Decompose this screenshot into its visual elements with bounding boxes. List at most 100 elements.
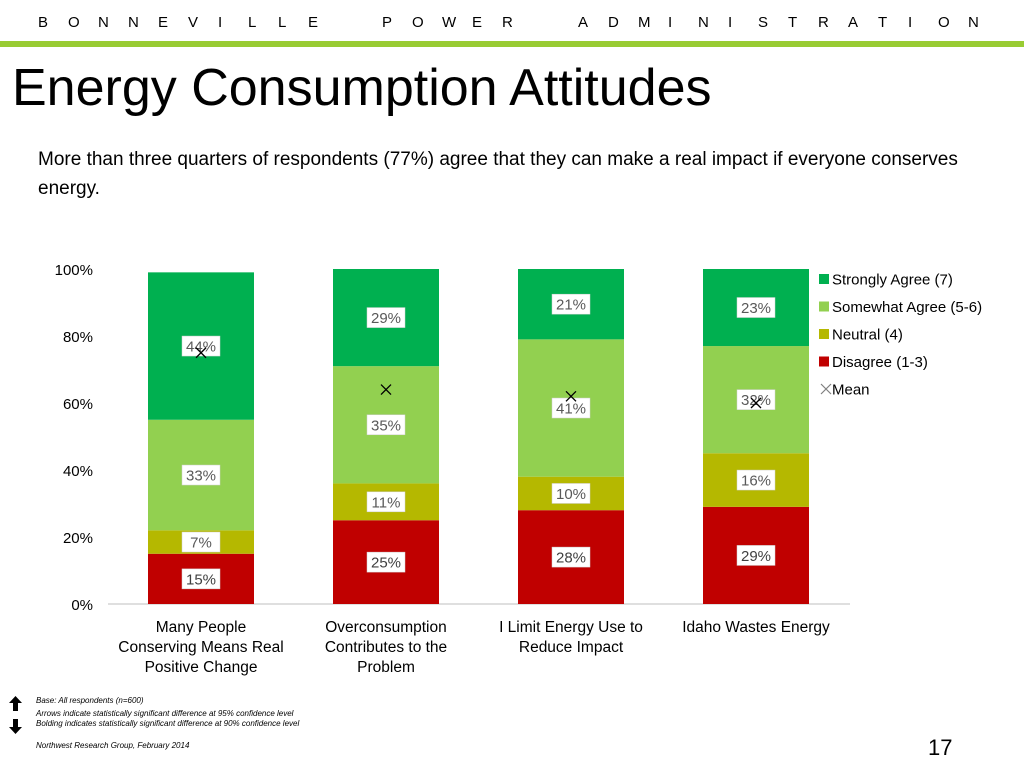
data-label-box [366,414,406,436]
legend-swatch [819,329,829,339]
legend-label: Neutral (4) [832,327,903,344]
arrow-up-icon [9,696,22,711]
org-letter: B [38,14,49,31]
org-letter: M [638,14,651,31]
arrow-down-icon [9,719,22,734]
data-label-box [551,546,591,568]
data-label-box [366,551,406,573]
data-label-box [181,335,221,357]
data-label: 16% [741,473,771,490]
legend-label: Strongly Agree (7) [832,272,953,289]
data-label-box [551,483,591,504]
org-letter: V [188,14,199,31]
legend-label: Disagree (1-3) [832,354,928,371]
org-letter: A [578,14,589,31]
data-label: 15% [186,571,216,588]
x-tick-label: Reduce Impact [519,639,624,656]
org-letter: P [382,14,393,31]
org-letter: N [968,14,979,31]
org-letter: S [758,14,769,31]
org-letter: N [98,14,109,31]
org-letter: I [728,14,733,31]
x-tick-label: Many People [156,619,246,636]
legend-swatch [819,301,829,312]
page-number: 17 [928,735,953,760]
y-tick-label: 20% [63,530,93,547]
data-label-box [736,297,776,318]
data-label-box [181,464,221,486]
data-label: 29% [741,548,771,565]
legend-label: Somewhat Agree (5-6) [832,299,982,316]
stacked-bar-chart: 0% 20% 40% 60% 80% 100% 15% 7% 33% 44% Many People… [55,262,982,676]
mean-marker [565,390,577,402]
org-letter: N [698,14,709,31]
org-letter: A [848,14,859,31]
y-tick-label: 80% [63,329,93,346]
data-label: 32% [741,392,771,409]
mean-marker [380,384,392,396]
legend-mean-icon [820,383,832,395]
org-letter: E [472,14,483,31]
org-letter: L [248,14,257,31]
data-label-box [366,307,406,328]
data-label-box [551,293,591,315]
legend-swatch [819,274,829,284]
data-label: 23% [741,300,771,317]
data-label: 35% [371,417,401,434]
org-letter: T [788,14,798,31]
org-letter: L [278,14,287,31]
data-label: 11% [372,494,401,511]
data-label-box [366,491,406,513]
x-tick-label: Contributes to the [325,639,447,656]
data-label: 44% [186,339,216,356]
x-tick-label: I Limit Energy Use to [499,619,643,636]
base-note: Base: All respondents (n=600) [36,696,144,705]
x-tick-label: Conserving Means Real [118,639,283,656]
data-label-box [736,389,776,410]
data-label-box [551,397,591,419]
data-label-box [181,568,221,590]
data-label: 7% [190,535,212,552]
mean-marker [195,347,207,359]
x-tick-label: Idaho Wastes Energy [682,619,830,636]
org-letter: W [442,14,457,31]
org-letter: E [158,14,169,31]
org-letter: R [502,14,513,31]
x-tick-label: Problem [357,659,415,676]
data-label: 33% [186,468,216,485]
x-tick-label: Positive Change [145,659,258,676]
org-letter: T [878,14,888,31]
org-letter: O [68,14,80,31]
data-label: 10% [556,486,586,503]
legend-swatch [819,356,829,367]
data-label: 25% [371,555,401,572]
data-label: 21% [556,297,586,314]
legend-label: Mean [832,382,870,399]
y-tick-label: 100% [55,262,93,279]
org-letter: I [908,14,913,31]
bolding-note: Bolding indicates statistically signific… [36,719,300,728]
source-note: Northwest Research Group, February 2014 [36,741,190,750]
y-tick-label: 0% [71,597,93,614]
org-letter: O [412,14,424,31]
x-tick-label: Overconsumption [325,619,446,636]
data-label: 29% [371,310,401,327]
y-tick-label: 40% [63,463,93,480]
org-letter: D [608,14,619,31]
data-label-box [736,469,776,491]
data-label: 28% [556,550,586,567]
y-tick-label: 60% [63,396,93,413]
org-letter: N [128,14,139,31]
org-letter: E [308,14,319,31]
data-label-box [181,531,221,553]
arrows-note: Arrows indicate statistically significan… [36,709,294,718]
org-letter: R [818,14,829,31]
data-label-box [736,545,776,566]
data-label: 41% [556,401,586,418]
org-letter: I [218,14,223,31]
org-letter: O [938,14,950,31]
slide-title: Energy Consumption Attitudes [12,59,712,117]
org-letter: I [668,14,673,31]
header-rule [0,41,1024,47]
